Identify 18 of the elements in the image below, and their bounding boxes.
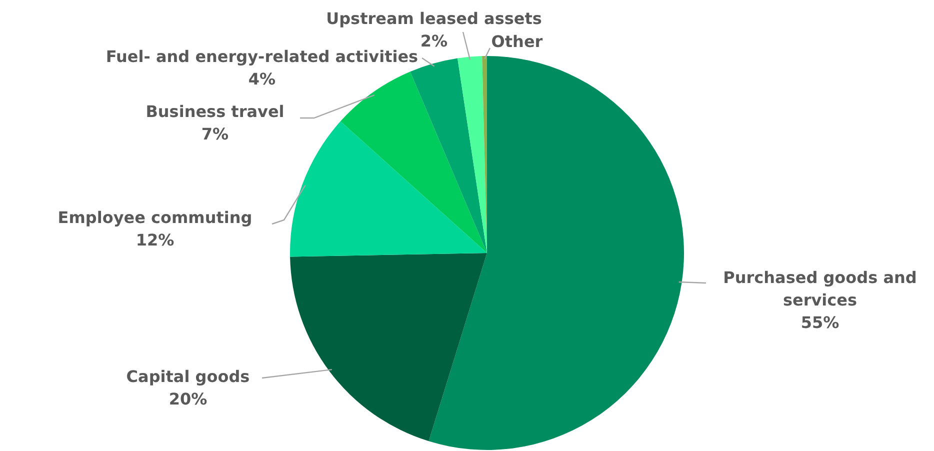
pie-slice	[290, 121, 487, 257]
pie-slice	[428, 56, 684, 450]
slice-label: Capital goods	[126, 367, 250, 386]
slice-label: Other	[491, 32, 543, 51]
data-label: 12%	[136, 230, 174, 250]
slice-label: Upstream leased assets	[326, 9, 542, 28]
data-label: 4%	[248, 70, 276, 88]
pie-slice	[290, 253, 487, 442]
slice-label: Business travel	[146, 102, 284, 121]
slice-label: Fuel- and energy-related activities	[106, 47, 418, 66]
data-label: 55%	[800, 313, 840, 332]
pie-slice	[458, 56, 487, 253]
slice-label: Employee commuting	[58, 208, 252, 227]
slice-label: Purchased goods and services	[723, 268, 917, 310]
pie-slice	[340, 72, 487, 253]
data-label: 2%	[420, 32, 448, 50]
data-label: 20%	[168, 390, 208, 408]
data-label: 7%	[201, 124, 229, 144]
